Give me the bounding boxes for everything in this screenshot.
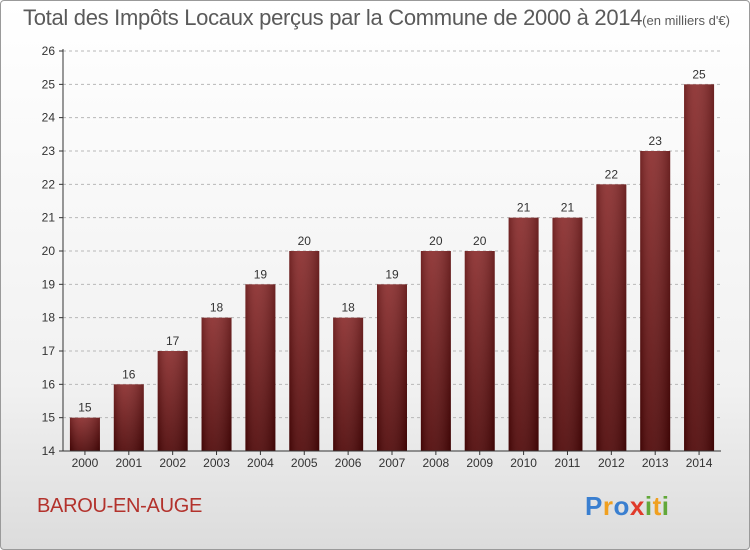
y-tick-label: 26 xyxy=(42,44,56,58)
bar-value-label: 15 xyxy=(78,401,92,415)
x-tick-label: 2011 xyxy=(555,456,581,470)
chart-title-row: Total des Impôts Locaux perçus par la Co… xyxy=(23,5,730,31)
bar-shade-2001 xyxy=(113,384,144,451)
y-tick-label: 19 xyxy=(42,277,56,291)
bar-value-label: 21 xyxy=(517,201,531,215)
bar-shade-2002 xyxy=(157,351,188,451)
logo-letter: i xyxy=(644,491,653,521)
bar-value-label: 18 xyxy=(210,301,224,315)
logo-letter: t xyxy=(652,491,662,521)
bar-value-label: 20 xyxy=(473,234,487,248)
logo-letter: P xyxy=(585,491,603,521)
x-tick-label: 2000 xyxy=(72,456,99,470)
bar-value-label: 20 xyxy=(429,234,443,248)
y-tick-label: 21 xyxy=(42,211,56,225)
x-tick-label: 2013 xyxy=(642,456,669,470)
logo-letter: x xyxy=(629,491,645,521)
y-tick-label: 24 xyxy=(42,111,56,125)
bar-value-label: 25 xyxy=(692,67,706,81)
bar-shade-2009 xyxy=(464,251,495,451)
y-tick-label: 14 xyxy=(42,444,56,458)
bar-value-label: 23 xyxy=(649,134,663,148)
bar-shade-2014 xyxy=(684,84,715,451)
x-tick-label: 2009 xyxy=(466,456,493,470)
bar-shade-2008 xyxy=(420,251,451,451)
x-tick-label: 2005 xyxy=(291,456,318,470)
x-tick-label: 2012 xyxy=(598,456,625,470)
y-tick-label: 23 xyxy=(42,144,56,158)
x-tick-label: 2007 xyxy=(379,456,406,470)
y-tick-label: 17 xyxy=(42,344,56,358)
bar-shade-2013 xyxy=(640,151,671,451)
bar-value-label: 19 xyxy=(385,267,399,281)
bar-shade-2003 xyxy=(201,317,232,451)
x-tick-label: 2002 xyxy=(159,456,186,470)
chart-unit-label: (en milliers d'€) xyxy=(642,13,730,28)
x-tick-label: 2014 xyxy=(686,456,713,470)
bar-value-label: 20 xyxy=(298,234,312,248)
chart-title: Total des Impôts Locaux perçus par la Co… xyxy=(23,5,643,30)
logo-letter: r xyxy=(602,491,614,521)
bar-value-label: 18 xyxy=(341,301,355,315)
bar-shade-2000 xyxy=(69,417,100,451)
bar-value-label: 21 xyxy=(561,201,575,215)
bar-shade-2004 xyxy=(245,284,276,451)
x-tick-label: 2006 xyxy=(335,456,362,470)
x-tick-label: 2003 xyxy=(203,456,230,470)
x-tick-label: 2001 xyxy=(115,456,142,470)
proxiti-logo: Proxiti xyxy=(585,491,669,522)
bar-shade-2007 xyxy=(377,284,407,451)
bar-value-label: 19 xyxy=(254,267,268,281)
x-tick-label: 2010 xyxy=(510,456,537,470)
commune-name: BAROU-EN-AUGE xyxy=(37,495,203,517)
logo-letter: i xyxy=(661,491,670,521)
bar-shade-2010 xyxy=(508,217,539,451)
x-tick-label: 2008 xyxy=(423,456,450,470)
bar-shade-2005 xyxy=(289,251,320,451)
y-tick-label: 25 xyxy=(42,77,56,91)
y-tick-label: 16 xyxy=(42,377,56,391)
y-tick-label: 22 xyxy=(42,177,56,191)
bar-value-label: 16 xyxy=(122,367,136,381)
bar-shade-2006 xyxy=(333,317,364,451)
bar-value-label: 22 xyxy=(605,167,619,181)
logo-letter: o xyxy=(613,491,630,521)
y-tick-label: 20 xyxy=(42,244,56,258)
y-tick-label: 18 xyxy=(42,311,56,325)
bar-shade-2012 xyxy=(596,184,627,452)
bar-value-label: 17 xyxy=(166,334,180,348)
y-tick-label: 15 xyxy=(42,411,56,425)
x-tick-label: 2004 xyxy=(247,456,274,470)
bar-shade-2011 xyxy=(552,217,583,451)
